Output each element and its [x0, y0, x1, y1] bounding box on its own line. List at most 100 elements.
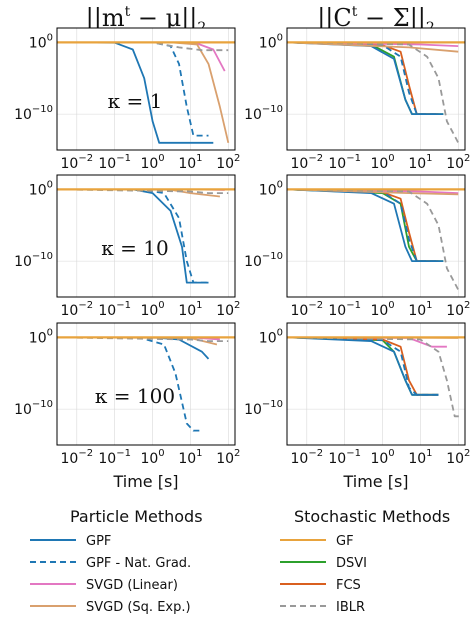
x-tick-label: 10−1	[328, 448, 361, 467]
series-iblr	[287, 41, 460, 144]
x-tick-label: 101	[178, 448, 202, 467]
x-tick-label-exp: 0	[388, 448, 394, 459]
y-tick-label-exp: −10	[32, 104, 53, 115]
x-tick-label: 102	[216, 153, 240, 172]
x-tick-label-base: 10	[291, 451, 309, 467]
x-tick-label-base: 10	[370, 156, 388, 172]
x-tick-label-exp: −1	[116, 153, 131, 164]
x-tick-label-exp: 2	[464, 153, 470, 164]
x-tick-label-base: 10	[408, 156, 426, 172]
x-tick-label: 10−1	[328, 300, 361, 319]
x-tick-label: 10−2	[291, 153, 324, 172]
y-tick-label: 100	[259, 179, 283, 198]
x-tick-label-base: 10	[370, 303, 388, 319]
series-lines	[57, 188, 235, 284]
x-tick-label: 10−1	[98, 448, 131, 467]
legend-entry-label: DSVI	[336, 556, 367, 571]
x-tick-label-base: 10	[61, 156, 79, 172]
x-tick-label: 100	[370, 300, 394, 319]
x-tick-label-exp: 2	[234, 300, 240, 311]
series-svgd-sq-exp	[287, 41, 459, 53]
panel-frame	[56, 322, 236, 446]
x-tick-label: 102	[446, 153, 470, 172]
x-tick-label: 102	[446, 448, 470, 467]
y-tick-label-base: 10	[14, 254, 32, 270]
x-tick-label-exp: 0	[158, 300, 164, 311]
x-tick-label-exp: 1	[426, 300, 432, 311]
x-tick-label-base: 10	[178, 451, 196, 467]
x-tick-label: 10−2	[61, 300, 94, 319]
series-gpf	[287, 188, 444, 262]
x-tick-label-base: 10	[216, 451, 234, 467]
panel-frame	[56, 174, 236, 298]
series-gpf	[57, 41, 214, 144]
y-tick-label-base: 10	[29, 35, 47, 51]
x-tick-label-exp: 2	[234, 448, 240, 459]
x-tick-label: 101	[178, 300, 202, 319]
y-tick-label: 10−10	[14, 399, 53, 418]
x-tick-label-base: 10	[446, 156, 464, 172]
x-tick-label-exp: 2	[464, 300, 470, 311]
y-tick-label-base: 10	[259, 35, 277, 51]
row-label-kappa: κ = 1	[108, 89, 163, 113]
panel-frame	[286, 322, 466, 446]
y-tick-label: 100	[259, 32, 283, 51]
series-iblr	[287, 336, 462, 418]
y-tick-label: 10−10	[244, 399, 283, 418]
x-tick-label-base: 10	[328, 156, 346, 172]
x-tick-label-exp: 1	[426, 448, 432, 459]
legend-entry-label: SVGD (Sq. Exp.)	[86, 600, 191, 614]
panel-background	[287, 323, 465, 445]
series-gpf-nat-grad	[287, 336, 439, 396]
x-tick-label-base: 10	[216, 156, 234, 172]
y-tick-label-base: 10	[244, 107, 262, 123]
series-lines	[57, 336, 235, 432]
legend-group-title: Particle Methods	[70, 507, 203, 526]
y-tick-label-base: 10	[29, 330, 47, 346]
x-tick-label-base: 10	[291, 156, 309, 172]
y-tick-label: 100	[29, 327, 53, 346]
series-gpf-nat-grad	[287, 41, 439, 115]
series-lines	[287, 41, 465, 144]
x-tick-label-exp: −2	[78, 300, 93, 311]
x-tick-label-base: 10	[446, 451, 464, 467]
y-tick-label: 10−10	[14, 251, 53, 270]
x-tick-label-exp: 1	[196, 448, 202, 459]
y-tick-label-base: 10	[244, 402, 262, 418]
x-tick-label: 10−1	[98, 300, 131, 319]
y-tick-label-exp: 0	[47, 327, 53, 338]
x-tick-label-exp: 2	[234, 153, 240, 164]
series-lines	[287, 188, 465, 291]
legend-entry-label: GPF	[86, 534, 111, 549]
row-label-kappa: κ = 10	[101, 236, 168, 260]
y-tick-label-base: 10	[29, 182, 47, 198]
x-tick-label: 100	[140, 448, 164, 467]
series-lines	[287, 336, 465, 418]
panel-frame	[56, 27, 236, 151]
y-tick-label-exp: 0	[47, 179, 53, 190]
x-tick-label: 100	[140, 153, 164, 172]
x-tick-label: 102	[216, 448, 240, 467]
y-tick-label-exp: −10	[262, 399, 283, 410]
y-tick-label-base: 10	[259, 182, 277, 198]
legend-entry-label: IBLR	[336, 600, 365, 614]
x-tick-label: 10−2	[291, 448, 324, 467]
y-tick-label: 100	[259, 327, 283, 346]
x-tick-label-exp: 0	[388, 153, 394, 164]
figure: ||mt − μ||2||Ct − Σ||210010−1010−210−110…	[14, 4, 470, 614]
x-tick-label-exp: 0	[388, 300, 394, 311]
legend-entry-label: SVGD (Linear)	[86, 578, 178, 593]
x-tick-label-base: 10	[98, 156, 116, 172]
x-tick-label: 101	[408, 448, 432, 467]
panel-background	[57, 323, 235, 445]
x-tick-label-base: 10	[140, 303, 158, 319]
x-tick-label-base: 10	[98, 451, 116, 467]
x-tick-label: 10−2	[291, 300, 324, 319]
y-tick-label-exp: 0	[277, 179, 283, 190]
x-tick-label-exp: 1	[196, 300, 202, 311]
legend: Particle Methods GPF GPF - Nat. Grad. SVGD …	[30, 507, 450, 614]
x-tick-label: 10−2	[61, 448, 94, 467]
